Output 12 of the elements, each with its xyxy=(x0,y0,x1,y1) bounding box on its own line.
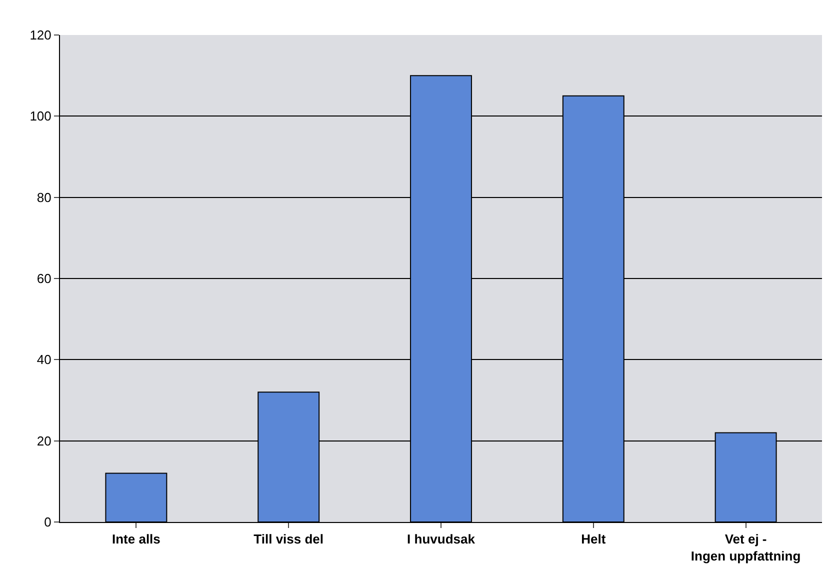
x-tick-label: Inte alls xyxy=(112,532,160,547)
y-tick-label: 80 xyxy=(36,190,52,205)
y-tick-label: 120 xyxy=(30,28,52,43)
y-tick-label: 0 xyxy=(44,514,52,530)
y-tick-label: 20 xyxy=(36,433,52,448)
x-tick-label: Vet ej - Ingen uppfattning xyxy=(690,532,801,564)
y-tick-label: 40 xyxy=(36,352,52,368)
x-tick-label: I huvudsak xyxy=(407,532,476,547)
y-tick-label: 60 xyxy=(36,271,52,286)
x-tick-label: Helt xyxy=(581,532,606,547)
x-tick-label: Till viss del xyxy=(254,532,324,547)
y-tick-label: 100 xyxy=(30,108,52,124)
